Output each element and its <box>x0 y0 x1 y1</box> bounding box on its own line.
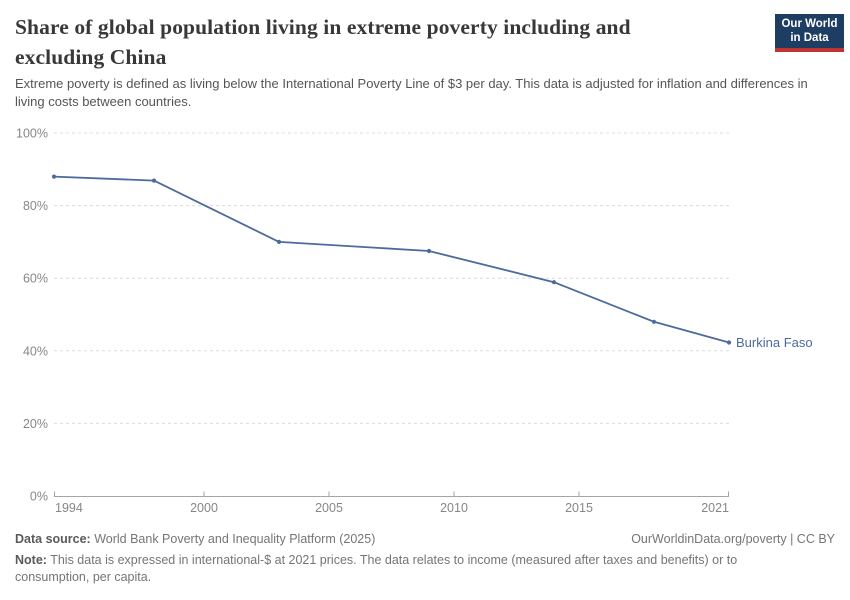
note-label: Note: <box>15 552 47 567</box>
data-point <box>276 239 282 244</box>
series-label: Burkina Faso <box>736 335 813 350</box>
owid-logo-text: Our World in Data <box>781 17 838 44</box>
chart-title: Share of global population living in ext… <box>15 15 631 69</box>
data-point <box>426 248 432 254</box>
y-tick-label: 80% <box>23 199 48 213</box>
y-tick-label: 40% <box>23 344 48 358</box>
owid-url-license-link[interactable]: OurWorldinData.org/poverty | CC BY <box>631 532 835 546</box>
chart-footer: Data source: World Bank Poverty and Ineq… <box>15 531 835 586</box>
chart-subtitle: Extreme poverty is defined as living bel… <box>15 76 808 110</box>
note-text: This data is expressed in international-… <box>15 552 738 584</box>
x-tick-label: 2005 <box>315 501 343 515</box>
data-point <box>551 280 557 285</box>
x-tick-label: 2021 <box>701 501 729 515</box>
y-tick-label: 60% <box>23 272 48 286</box>
x-tick-label: 2015 <box>565 501 593 515</box>
y-tick-label: 0% <box>30 490 48 504</box>
x-tick-label: 2000 <box>190 501 218 515</box>
note-line: Note: This data is expressed in internat… <box>15 552 787 586</box>
data-source-label: Data source: <box>15 532 91 546</box>
data-point <box>726 340 732 345</box>
y-tick-label: 20% <box>23 417 48 431</box>
data-source-line: Data source: World Bank Poverty and Ineq… <box>15 532 375 546</box>
x-tick-label: 2010 <box>440 501 468 515</box>
series-line <box>53 175 730 344</box>
data-point <box>651 319 657 324</box>
data-source-text: World Bank Poverty and Inequality Platfo… <box>90 532 376 546</box>
data-point <box>151 178 157 183</box>
source-row: Data source: World Bank Poverty and Ineq… <box>15 531 835 548</box>
x-tick-label: 1994 <box>55 501 83 515</box>
data-point <box>51 174 57 179</box>
y-tick-label: 100% <box>16 127 48 141</box>
owid-logo[interactable]: Our World in Data <box>775 14 844 52</box>
